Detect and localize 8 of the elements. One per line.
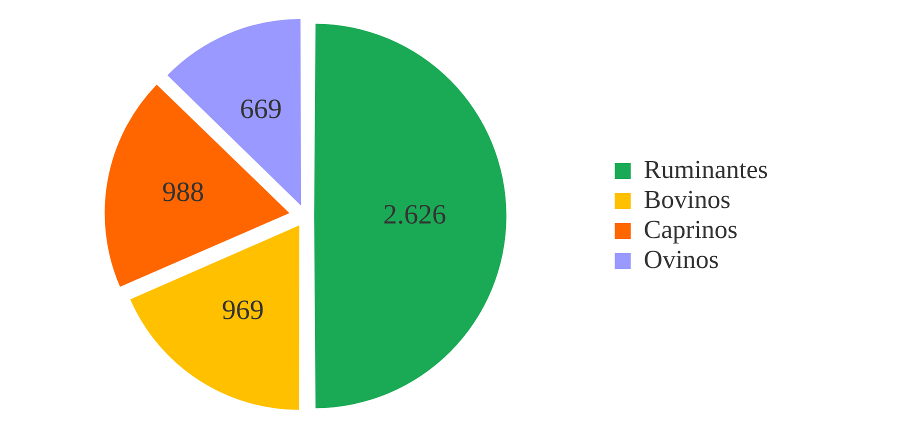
data-label: 988 <box>162 177 204 208</box>
legend-label: Ruminantes <box>644 154 768 184</box>
legend-label: Bovinos <box>644 184 730 214</box>
data-label: 669 <box>240 94 282 126</box>
legend-label: Ovinos <box>644 244 719 274</box>
legend-label: Caprinos <box>644 214 738 244</box>
data-label: 969 <box>222 294 264 326</box>
data-label: 2.626 <box>383 199 446 230</box>
